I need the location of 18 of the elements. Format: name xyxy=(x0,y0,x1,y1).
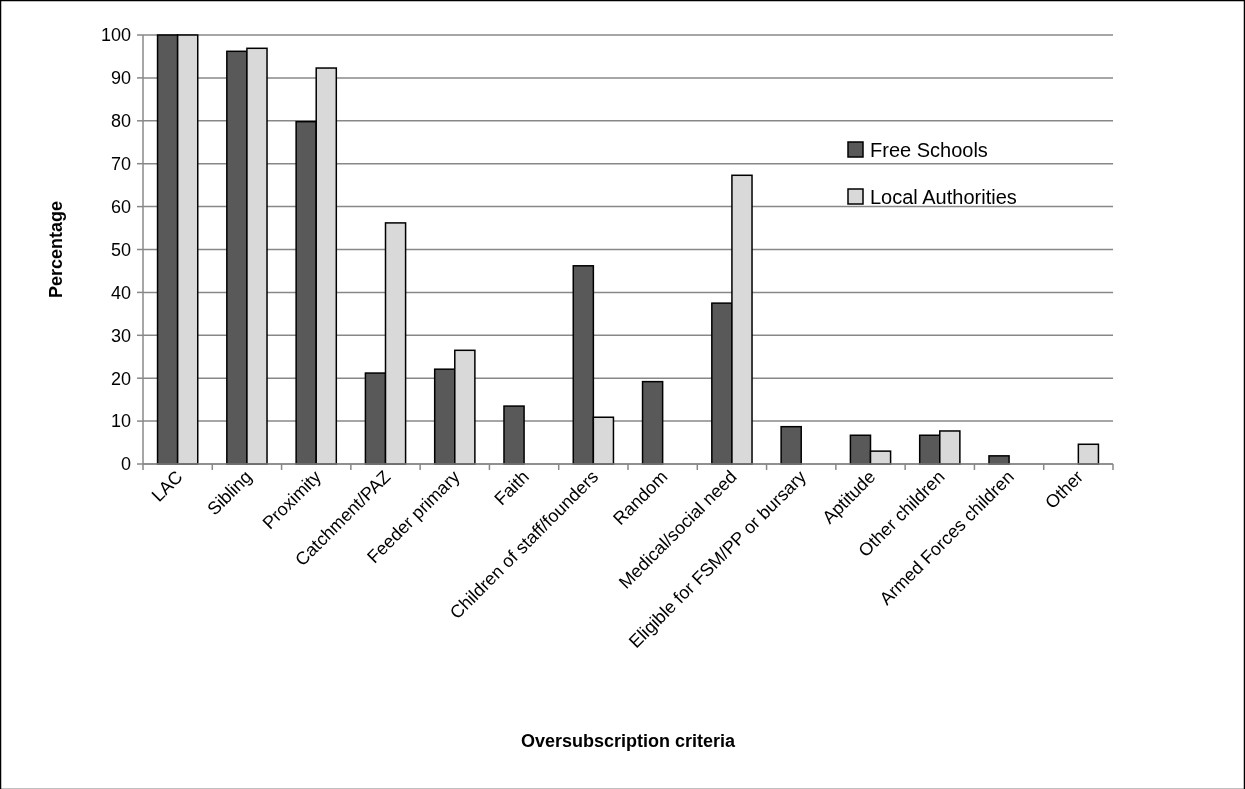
y-tick-label: 50 xyxy=(110,239,131,260)
y-tick-label: 80 xyxy=(110,111,131,132)
y-axis-title: Percentage xyxy=(46,200,66,299)
y-tick-label: 40 xyxy=(110,282,131,303)
legend-label: Local Authorities xyxy=(870,186,1017,208)
bar xyxy=(641,380,664,465)
y-tick-label: 100 xyxy=(100,25,131,46)
y-tick-label: 30 xyxy=(110,325,131,346)
y-tick-label: 10 xyxy=(110,411,131,432)
y-tick-label: 60 xyxy=(110,196,131,217)
x-axis-title: Oversubscription criteria xyxy=(520,731,737,751)
bar xyxy=(780,425,802,465)
y-tick-label: 90 xyxy=(110,68,131,89)
bar xyxy=(503,405,525,465)
y-tick-label: 0 xyxy=(120,454,131,475)
y-tick-label: 20 xyxy=(110,368,131,389)
y-tick-label: 70 xyxy=(110,154,131,174)
legend-label: Free Schools xyxy=(870,139,988,161)
